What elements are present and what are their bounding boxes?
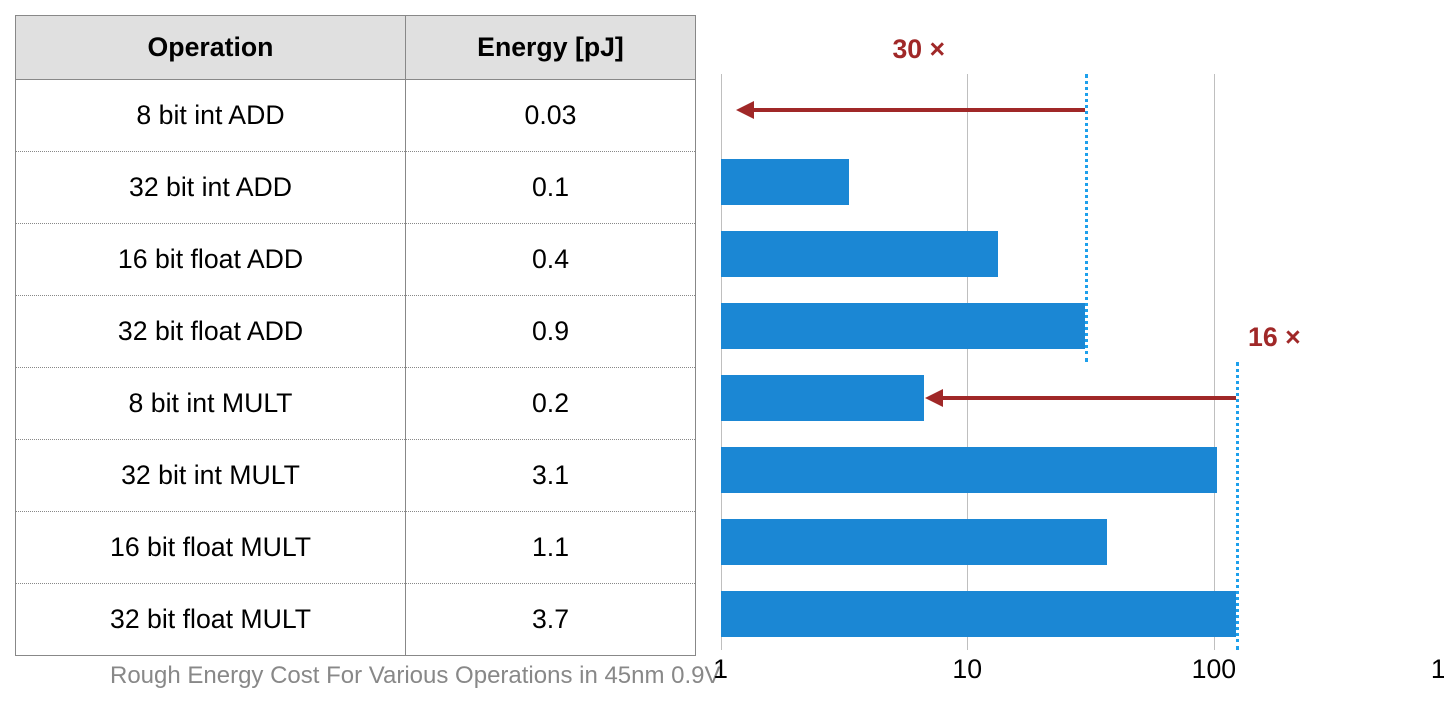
table-row: 32 bit float ADD0.9 xyxy=(16,296,696,368)
table-row: 16 bit float ADD0.4 xyxy=(16,224,696,296)
bar xyxy=(721,447,1217,493)
bar xyxy=(721,591,1237,637)
gridline xyxy=(1214,74,1215,650)
x-tick-label: 1 xyxy=(713,654,728,685)
x-tick-label: 10 xyxy=(952,654,982,685)
energy-table-wrap: Operation Energy [pJ] 8 bit int ADD0.033… xyxy=(15,15,721,690)
cell-energy: 0.2 xyxy=(406,368,696,440)
energy-bar-chart: 30 ×16 × xyxy=(721,74,1444,650)
annotation-label: 30 × xyxy=(892,34,945,65)
cell-energy: 0.4 xyxy=(406,224,696,296)
arrowhead-icon xyxy=(736,101,754,119)
cell-energy: 3.1 xyxy=(406,440,696,512)
cell-energy: 0.9 xyxy=(406,296,696,368)
table-caption: Rough Energy Cost For Various Operations… xyxy=(15,662,721,690)
cell-operation: 16 bit float MULT xyxy=(16,512,406,584)
cell-operation: 32 bit float ADD xyxy=(16,296,406,368)
cell-energy: 3.7 xyxy=(406,584,696,656)
chart-wrap: 30 ×16 × 1101001000 xyxy=(721,15,1444,684)
reference-line xyxy=(1236,362,1239,650)
table-row: 8 bit int MULT0.2 xyxy=(16,368,696,440)
cell-operation: 16 bit float ADD xyxy=(16,224,406,296)
table-header-row: Operation Energy [pJ] xyxy=(16,16,696,80)
bar xyxy=(721,519,1108,565)
arrowhead-icon xyxy=(925,389,943,407)
x-tick-label: 100 xyxy=(1192,654,1236,685)
annotation-label: 16 × xyxy=(1248,322,1301,353)
bar xyxy=(721,159,850,205)
cell-operation: 32 bit int ADD xyxy=(16,152,406,224)
header-operation: Operation xyxy=(16,16,406,80)
annotation-arrow xyxy=(929,396,1236,400)
cell-operation: 32 bit int MULT xyxy=(16,440,406,512)
cell-operation: 8 bit int MULT xyxy=(16,368,406,440)
figure-container: Operation Energy [pJ] 8 bit int ADD0.033… xyxy=(15,15,1429,690)
cell-energy: 1.1 xyxy=(406,512,696,584)
cell-energy: 0.1 xyxy=(406,152,696,224)
annotation-arrow xyxy=(740,108,1085,112)
table-row: 32 bit int MULT3.1 xyxy=(16,440,696,512)
table-row: 16 bit float MULT1.1 xyxy=(16,512,696,584)
header-energy: Energy [pJ] xyxy=(406,16,696,80)
x-axis-labels: 1101001000 xyxy=(721,654,1444,684)
cell-operation: 8 bit int ADD xyxy=(16,80,406,152)
table-row: 8 bit int ADD0.03 xyxy=(16,80,696,152)
cell-energy: 0.03 xyxy=(406,80,696,152)
x-tick-label: 1000 xyxy=(1431,654,1444,685)
bar xyxy=(721,231,998,277)
table-row: 32 bit float MULT3.7 xyxy=(16,584,696,656)
cell-operation: 32 bit float MULT xyxy=(16,584,406,656)
table-row: 32 bit int ADD0.1 xyxy=(16,152,696,224)
energy-table: Operation Energy [pJ] 8 bit int ADD0.033… xyxy=(15,15,696,656)
bar xyxy=(721,375,924,421)
reference-line xyxy=(1085,74,1088,362)
bar xyxy=(721,303,1085,349)
